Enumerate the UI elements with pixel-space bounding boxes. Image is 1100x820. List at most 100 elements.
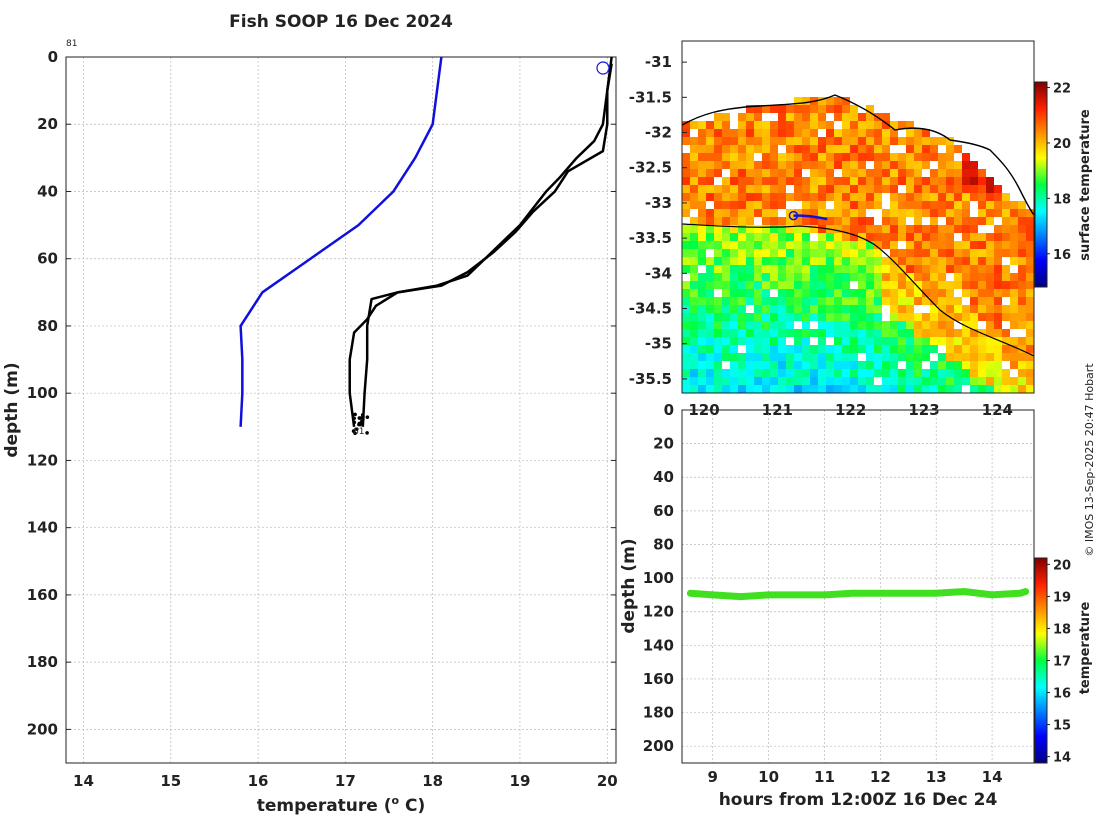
sst-cell [754,329,762,337]
sst-cell [882,113,890,121]
sst-cell [818,201,826,209]
sst-cell [978,257,986,265]
sst-cell [746,113,754,121]
sst-cell [722,241,730,249]
sst-cell [730,273,738,281]
sst-cell [794,313,802,321]
sst-cell [1010,345,1018,353]
profile-xlabel: temperature (o C) [257,794,426,816]
sst-cell [754,377,762,385]
sst-cell [802,153,810,161]
sst-cell [954,185,962,193]
sst-cell [826,145,834,153]
sst-cell [1026,281,1034,289]
profile-ticks: 14 15 16 17 18 19 2002040608010012014016018020… [27,48,618,790]
sst-cell [754,385,762,393]
sst-cell [778,233,786,241]
sst-cell [922,185,930,193]
sst-cell [746,209,754,217]
sst-cell [826,289,834,297]
sst-cell [1002,353,1010,361]
sst-cell [938,169,946,177]
sst-cell [914,233,922,241]
sst-cell [794,249,802,257]
sst-cell [842,377,850,385]
sst-cell [738,249,746,257]
sst-cell [938,265,946,273]
sst-cell [978,193,986,201]
sst-cell [898,289,906,297]
sst-cell [930,153,938,161]
sst-cell [810,265,818,273]
sst-cell [754,145,762,153]
sst-cell [810,193,818,201]
sst-cell [1002,201,1010,209]
section-y-tick-label: 200 [643,737,674,755]
sst-cell [698,321,706,329]
sst-cell [906,345,914,353]
sst-cell [850,137,858,145]
sst-cell [930,233,938,241]
sst-cell [778,161,786,169]
sst-cell [738,281,746,289]
profile-bottom-point [352,416,356,421]
sst-cell [810,225,818,233]
profile-bottom-point [353,412,357,417]
sst-cell [762,225,770,233]
sst-cell [882,161,890,169]
sst-cell [874,169,882,177]
sst-cell [794,257,802,265]
sst-cell [858,153,866,161]
sst-cell [810,137,818,145]
sst-cell [978,201,986,209]
sst-cell [802,369,810,377]
sst-cell [682,225,690,233]
sst-cell [994,337,1002,345]
sst-cell [962,241,970,249]
sst-cell [682,289,690,297]
sst-cell [762,233,770,241]
sst-cell [722,249,730,257]
sst-cell [738,113,746,121]
sst-cell [786,353,794,361]
sst-cell [786,145,794,153]
profile-gridlines [66,56,616,763]
sst-cell [914,145,922,153]
sst-cell [730,185,738,193]
sst-cell [794,217,802,225]
sst-cell [922,313,930,321]
sst-cell [922,161,930,169]
sst-cell [698,169,706,177]
sst-cell [946,209,954,217]
sst-cell [882,185,890,193]
sst-cell [914,329,922,337]
sst-cell [890,129,898,137]
profile-x-tick-label: 17 [335,772,356,790]
sst-cell [994,353,1002,361]
sst-cell [962,153,970,161]
sst-cell [994,297,1002,305]
sst-cell [890,153,898,161]
sst-cell [1010,201,1018,209]
sst-cell [866,137,874,145]
sst-cell [722,289,730,297]
sst-cell [850,177,858,185]
sst-cell [818,105,826,113]
sst-cell [1018,249,1026,257]
sst-cell [866,121,874,129]
sst-cell [738,209,746,217]
sst-cell [722,273,730,281]
sst-cell [906,185,914,193]
sst-cell [826,321,834,329]
sst-cell [866,385,874,393]
sst-cell [986,337,994,345]
sst-cell [706,265,714,273]
section-y-tick-label: 120 [643,603,674,621]
sst-cell [770,281,778,289]
sst-cell [778,129,786,137]
sst-cell [818,225,826,233]
sst-cell [882,353,890,361]
sst-cell [834,265,842,273]
sst-cell [802,161,810,169]
sst-cell [882,329,890,337]
